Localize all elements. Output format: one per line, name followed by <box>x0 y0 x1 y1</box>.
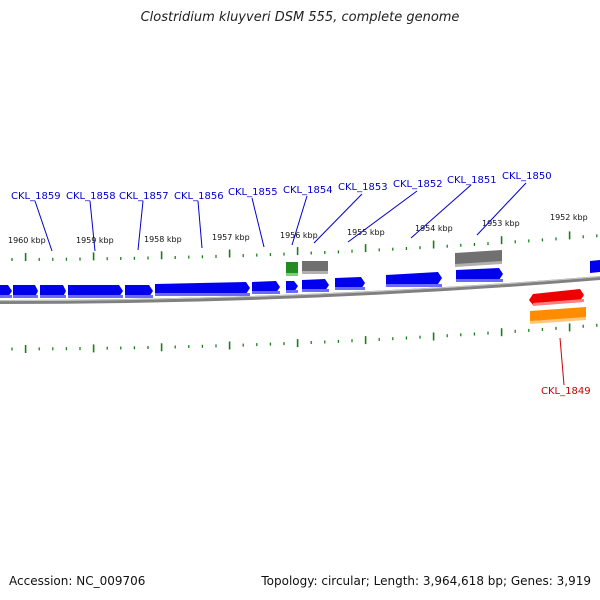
gene-arrow-ckl-1856[interactable] <box>125 285 153 297</box>
kbp-label-1953: 1953 kbp <box>482 219 520 228</box>
gene-label-ckl-1853[interactable]: CKL_1853 <box>338 182 388 193</box>
gene-arrow-ckl-1859[interactable] <box>13 285 38 297</box>
outer-tick-marks <box>11 231 598 261</box>
gene-arrow-shadow <box>155 293 250 296</box>
kbp-label-1952: 1952 kbp <box>550 213 588 222</box>
map-title: Clostridium kluyveri DSM 555, complete g… <box>140 10 460 25</box>
gene-arrow-shadow <box>456 279 503 282</box>
gene-arrow-shadow <box>533 299 584 306</box>
gene-arrow-shadow <box>335 287 365 290</box>
gene-arrow-ckl-1855[interactable] <box>155 282 250 296</box>
gene-arrow-partial-right[interactable] <box>590 260 600 273</box>
inner-tick-marks <box>11 323 598 353</box>
gene-arrow-ckl-1852[interactable] <box>302 279 329 292</box>
gene-arrow-ckl-1857[interactable] <box>68 285 123 297</box>
gene-arrow-ckl-1853[interactable] <box>286 281 298 292</box>
gene-label-ckl-1851[interactable]: CKL_1851 <box>447 175 497 186</box>
rna-feature-shadow <box>286 273 298 276</box>
gene-arrow-shadow <box>252 291 280 294</box>
gene-label-ckl-1850[interactable]: CKL_1850 <box>502 171 552 182</box>
kbp-label-1957: 1957 kbp <box>212 233 250 242</box>
feature-track <box>286 250 502 276</box>
kbp-label-1956: 1956 kbp <box>280 231 318 240</box>
misc-feature-shadow <box>302 271 328 274</box>
kbp-label-1955: 1955 kbp <box>347 228 385 237</box>
gene-label-ckl-1849[interactable]: CKL_1849 <box>541 386 591 397</box>
accession-text: Accession: NC_009706 <box>9 574 146 588</box>
genome-backbone-highlight <box>0 276 600 302</box>
gene-arrow-shadow <box>286 290 298 293</box>
genome-summary-text: Topology: circular; Length: 3,964,618 bp… <box>261 574 591 588</box>
misc-feature-shadow <box>455 261 502 267</box>
kbp-label-1958: 1958 kbp <box>144 235 182 244</box>
misc-feature-1[interactable] <box>302 261 328 272</box>
gene-arrow-ckl-1851[interactable] <box>335 277 365 290</box>
cds-feature-shadow <box>530 317 586 324</box>
gene-arrow-shadow <box>386 284 442 287</box>
gene-arrow-ckl-1850b[interactable] <box>456 268 503 282</box>
gene-arrow-shadow <box>13 295 38 298</box>
gene-arrow-ckl-1854[interactable] <box>252 281 280 294</box>
rna-feature[interactable] <box>286 262 298 274</box>
gene-arrow-ckl-1850[interactable] <box>386 272 442 287</box>
genome-backbone <box>0 276 600 304</box>
forward-gene-track <box>0 260 600 298</box>
gene-label-ckl-1858[interactable]: CKL_1858 <box>66 191 116 202</box>
gene-arrow-ckl-1858[interactable] <box>40 285 66 297</box>
reverse-gene-track <box>529 289 586 324</box>
gene-label-ckl-1854[interactable]: CKL_1854 <box>283 185 333 196</box>
gene-label-ckl-1857[interactable]: CKL_1857 <box>119 191 169 202</box>
gene-label-ckl-1852[interactable]: CKL_1852 <box>393 179 443 190</box>
gene-arrow-shadow <box>125 295 153 298</box>
gene-arrow-shadow <box>40 295 66 298</box>
label-leaders <box>34 182 527 252</box>
kbp-label-1954: 1954 kbp <box>415 224 453 233</box>
gene-arrow-shadow <box>68 295 123 298</box>
gene-arrow-partial-left[interactable] <box>0 285 12 297</box>
kbp-label-1960: 1960 kbp <box>8 236 46 245</box>
gene-label-ckl-1856[interactable]: CKL_1856 <box>174 191 224 202</box>
gene-label-ckl-1855[interactable]: CKL_1855 <box>228 187 278 198</box>
misc-feature-2[interactable] <box>455 250 502 265</box>
gene-label-ckl-1859[interactable]: CKL_1859 <box>11 191 61 202</box>
gene-arrow-shadow <box>302 289 329 292</box>
label-leader-ckl-1849 <box>559 337 565 386</box>
kbp-label-1959: 1959 kbp <box>76 236 114 245</box>
gene-arrow-shadow <box>0 295 12 298</box>
